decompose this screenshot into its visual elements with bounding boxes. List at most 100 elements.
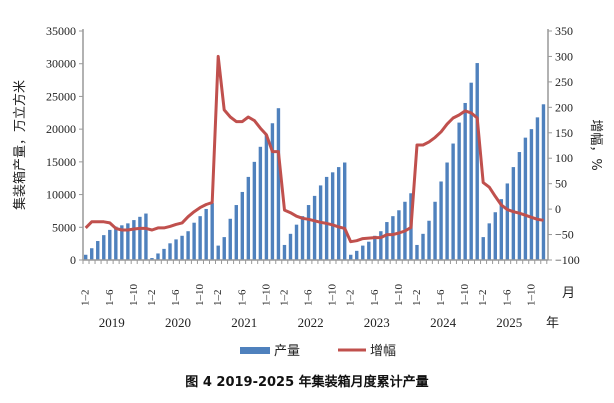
bar [391,216,395,260]
bar [373,235,377,260]
x-tick-label: 1–6 [303,289,315,306]
bar [96,241,100,260]
x-tick-label: 1–2 [477,290,489,307]
year-label: 2025 [496,315,522,330]
bar [270,123,275,260]
x-tick-label: 1–6 [501,289,513,306]
bar [114,226,118,260]
x-axis-month-unit: 月 [562,286,575,301]
bar [361,245,365,260]
legend-label-line: 增幅 [370,344,396,359]
bar [415,244,419,260]
bar [186,231,190,260]
growth-line [84,54,544,244]
bar [445,162,449,260]
y-left-tick-label: 30000 [46,57,76,71]
x-tick-label: 1–6 [104,289,116,306]
bar [433,201,437,260]
year-label: 2023 [364,315,390,330]
year-label: 2019 [99,315,125,330]
y-right-tick-label: −50 [555,228,574,242]
bar [439,181,443,260]
y-axis-left-label: 集装箱产量，万立方米 [12,80,28,210]
y-left-tick-label: 15000 [46,155,76,169]
x-tick-label: 1–6 [170,289,182,306]
x-tick-label: 1–6 [369,289,381,306]
bar [234,205,238,260]
y-right-tick-label: 150 [555,126,573,140]
bar [240,191,245,260]
bar [264,135,269,260]
bar [457,122,461,260]
bar [529,129,534,260]
bar [469,82,473,260]
bar [174,239,178,260]
bar [228,218,232,260]
bar [343,162,347,260]
x-tick-label: 1–10 [260,284,272,307]
bar [312,195,317,260]
legend: 产量 增幅 [240,344,396,359]
bar [222,237,226,260]
bar [120,225,124,260]
x-tick-label: 1–2 [279,290,291,307]
y-left-tick-label: 35000 [46,24,76,38]
bar [204,208,208,260]
x-tick-label: 1–2 [212,290,224,307]
year-label: 2021 [231,315,257,330]
bar [162,248,166,260]
bar [541,104,546,260]
bar [397,210,401,260]
bar [168,243,172,260]
year-label: 2022 [298,315,324,330]
y-right-tick-label: 0 [555,202,561,216]
bar [246,176,251,260]
bar [300,216,305,260]
x-tick-label: 1–10 [194,284,206,307]
bar [180,235,184,260]
x-tick-label: 1–10 [128,284,140,307]
bar [288,233,293,260]
bar [499,199,504,260]
bar [252,161,257,260]
legend-swatch-bars [240,347,270,354]
x-tick-label: 1–10 [459,284,471,307]
bar [90,248,94,260]
bar [258,146,263,260]
bar [306,205,311,260]
bar [535,117,540,260]
y-left-tick-label: 0 [70,253,76,267]
x-tick-label: 1–10 [525,284,537,307]
axis-labels: 0 5000 10000 15000 20000 25000 30000 35000 −100 −… [46,24,580,330]
y-left-tick-label: 10000 [46,188,76,202]
bar [216,245,220,260]
x-tick-label: 1–2 [345,290,357,307]
bar [523,137,528,260]
chart-title: 图 4 2019-2025 年集装箱月度累计产量 [185,374,428,390]
x-tick-label: 1–2 [146,290,158,307]
bar [210,203,214,260]
axes [79,29,552,264]
x-tick-label: 1–2 [411,290,423,307]
bar [156,253,160,260]
bar [138,216,142,260]
line-series [84,54,544,244]
year-label: 2024 [430,315,457,330]
y-right-tick-label: 250 [555,75,573,89]
bar [451,143,455,260]
x-tick-label: 1–6 [236,289,248,306]
bar [84,254,88,260]
bar [463,102,467,260]
y-left-tick-label: 5000 [52,220,76,234]
bar [282,244,287,260]
x-tick-label: 1–10 [327,284,339,307]
y-right-tick-label: 100 [555,151,573,165]
bar [102,235,106,260]
y-axis-right-label: 增幅，% [588,119,603,170]
bar [475,63,479,261]
bar [324,176,329,260]
bar-series [84,63,546,261]
bar [511,167,516,260]
bar [355,250,359,260]
bar [150,258,154,260]
